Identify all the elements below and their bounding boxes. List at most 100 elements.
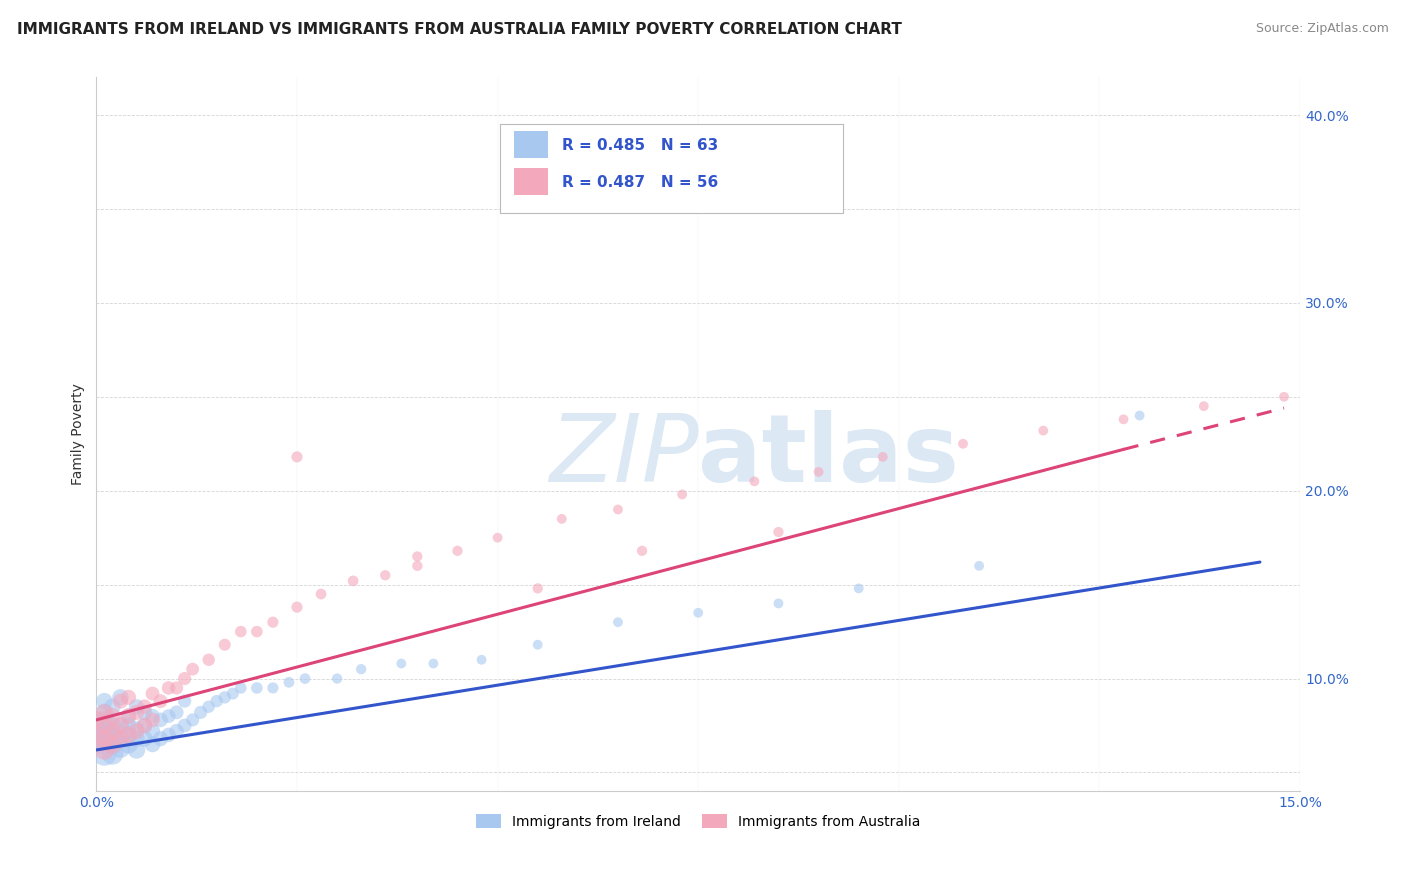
Point <box>86 728 108 742</box>
Text: IMMIGRANTS FROM IRELAND VS IMMIGRANTS FROM AUSTRALIA FAMILY POVERTY CORRELATION : IMMIGRANTS FROM IRELAND VS IMMIGRANTS FR… <box>17 22 901 37</box>
Point <box>1192 399 1215 413</box>
Point <box>350 662 373 676</box>
Point <box>181 662 204 676</box>
Point <box>422 657 444 671</box>
Point <box>117 728 139 742</box>
Text: ZIP: ZIP <box>548 410 699 501</box>
Point <box>110 731 132 746</box>
FancyBboxPatch shape <box>515 168 548 195</box>
Point <box>101 747 124 761</box>
Point <box>631 544 654 558</box>
Point <box>134 718 156 732</box>
Point <box>768 524 790 539</box>
Point <box>117 737 139 751</box>
Point <box>93 694 115 708</box>
Point <box>101 737 124 751</box>
Point <box>93 706 115 720</box>
Point <box>110 694 132 708</box>
Legend: Immigrants from Ireland, Immigrants from Australia: Immigrants from Ireland, Immigrants from… <box>471 808 927 834</box>
Point <box>214 638 236 652</box>
Point <box>1329 277 1351 291</box>
Point <box>166 706 188 720</box>
Text: atlas: atlas <box>699 409 959 502</box>
Point <box>93 724 115 739</box>
Point <box>101 737 124 751</box>
Point <box>486 531 509 545</box>
Point <box>149 694 172 708</box>
Point <box>214 690 236 705</box>
Point <box>101 699 124 714</box>
Point <box>768 596 790 610</box>
Point <box>166 724 188 739</box>
Point <box>125 743 148 757</box>
Point <box>125 724 148 739</box>
Point <box>86 713 108 727</box>
Point <box>93 713 115 727</box>
Point <box>134 706 156 720</box>
Text: R = 0.487   N = 56: R = 0.487 N = 56 <box>562 175 718 190</box>
Point <box>952 436 974 450</box>
Point <box>117 690 139 705</box>
Point <box>342 574 364 588</box>
Point <box>86 728 108 742</box>
Point <box>101 718 124 732</box>
Point <box>134 718 156 732</box>
Point <box>967 558 990 573</box>
Text: R = 0.485   N = 63: R = 0.485 N = 63 <box>562 137 718 153</box>
Point <box>406 549 429 564</box>
Point <box>125 699 148 714</box>
Point <box>197 699 219 714</box>
Point <box>181 713 204 727</box>
Point <box>173 672 195 686</box>
Point <box>1272 390 1295 404</box>
Point <box>229 681 252 695</box>
Point <box>671 487 693 501</box>
Point <box>205 694 228 708</box>
Point <box>93 743 115 757</box>
Point <box>93 747 115 761</box>
Point <box>110 690 132 705</box>
Point <box>807 465 830 479</box>
Point <box>110 718 132 732</box>
Point <box>141 687 163 701</box>
Point <box>86 737 108 751</box>
Point <box>197 653 219 667</box>
Point <box>872 450 894 464</box>
Point <box>607 502 630 516</box>
Point <box>157 709 180 723</box>
Point <box>110 731 132 746</box>
Point <box>229 624 252 639</box>
Point <box>173 718 195 732</box>
Point <box>173 694 195 708</box>
Text: Source: ZipAtlas.com: Source: ZipAtlas.com <box>1256 22 1389 36</box>
Point <box>101 709 124 723</box>
Point <box>607 615 630 630</box>
Point <box>125 723 148 737</box>
Point <box>149 713 172 727</box>
Point <box>262 681 284 695</box>
Point <box>1032 424 1054 438</box>
Point <box>110 718 132 732</box>
Point <box>117 709 139 723</box>
Point <box>125 706 148 720</box>
Point <box>93 731 115 746</box>
FancyBboxPatch shape <box>499 124 842 213</box>
Y-axis label: Family Poverty: Family Poverty <box>72 384 86 485</box>
Point <box>141 709 163 723</box>
Point <box>526 638 548 652</box>
Point <box>222 687 245 701</box>
Point <box>101 724 124 739</box>
Point <box>157 681 180 695</box>
Point <box>1129 409 1152 423</box>
Point <box>93 718 115 732</box>
Point <box>446 544 468 558</box>
Point <box>470 653 492 667</box>
Point <box>278 675 301 690</box>
Point <box>93 731 115 746</box>
Point <box>149 731 172 746</box>
Point <box>526 582 548 596</box>
Point <box>294 672 316 686</box>
Point <box>326 672 349 686</box>
Point <box>141 737 163 751</box>
Point <box>262 615 284 630</box>
